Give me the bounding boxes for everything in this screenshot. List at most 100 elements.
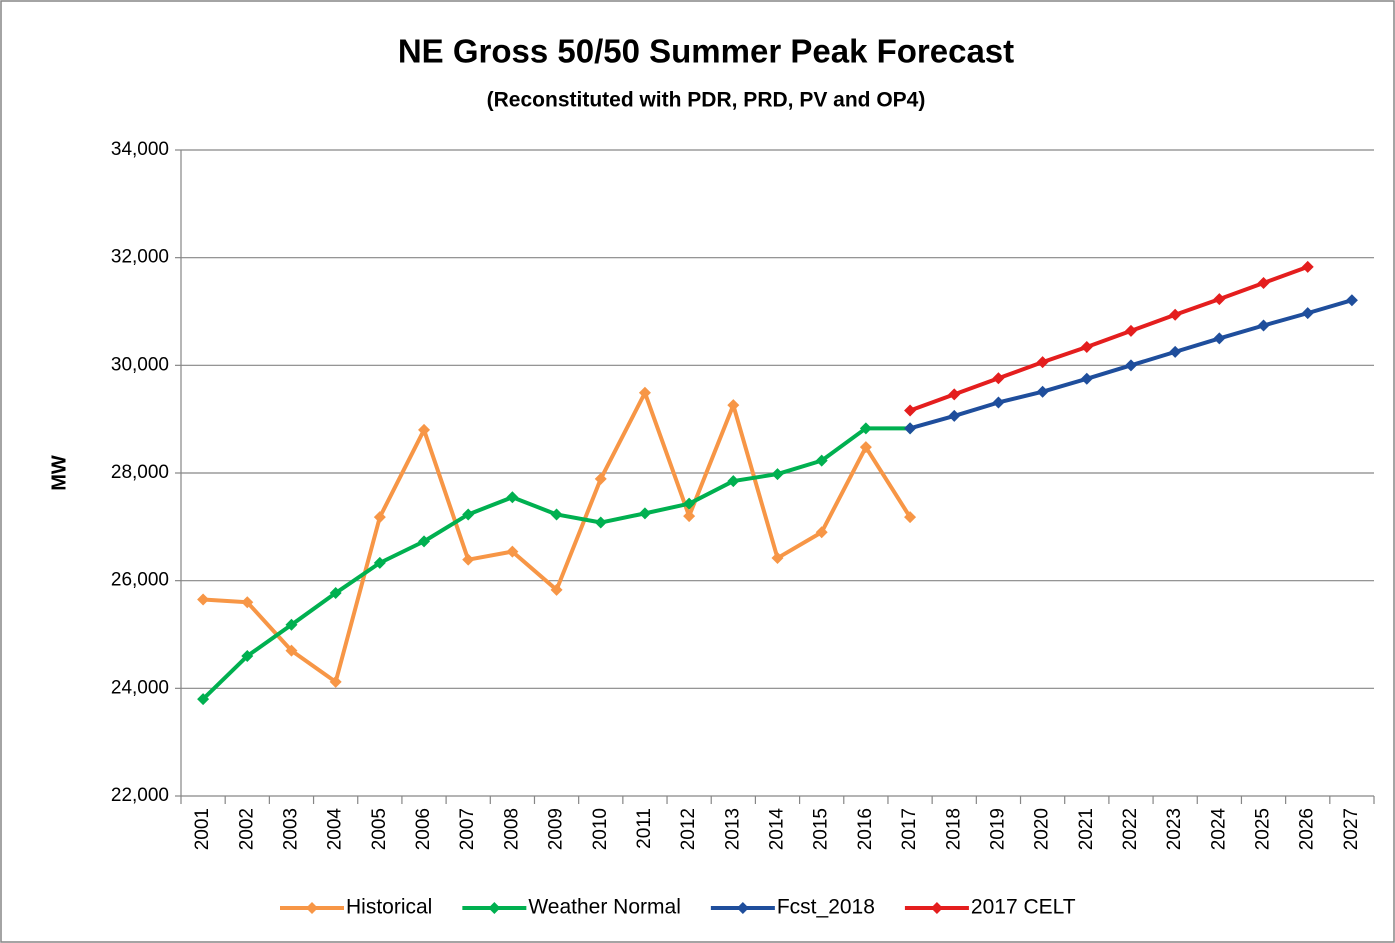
data-point [594, 472, 607, 485]
data-point [948, 409, 961, 422]
data-point [638, 386, 651, 399]
x-tick-label: 2025 [1253, 808, 1274, 850]
data-point [373, 556, 386, 569]
y-tick-label: 34,000 [111, 139, 169, 160]
legend-label: Fcst_2018 [777, 896, 875, 919]
data-point [771, 468, 784, 481]
data-point [815, 526, 828, 539]
y-tick-label: 24,000 [111, 677, 169, 698]
data-point [771, 552, 784, 565]
data-point [1080, 372, 1093, 385]
legend-marker [930, 902, 943, 914]
x-tick-label: 2027 [1341, 808, 1362, 850]
x-tick-label: 2008 [501, 808, 522, 850]
data-point [418, 535, 431, 548]
data-point [1036, 356, 1049, 369]
data-point [418, 423, 431, 436]
data-point [859, 441, 872, 454]
data-point [992, 396, 1005, 409]
x-tick-label: 2012 [678, 808, 699, 850]
x-tick-label: 2016 [855, 808, 876, 850]
data-point [241, 650, 254, 663]
x-tick-label: 2009 [546, 808, 567, 850]
x-tick-label: 2017 [899, 808, 920, 850]
data-point [241, 596, 254, 609]
y-tick-label: 22,000 [111, 785, 169, 806]
y-axis-title: MW [48, 455, 70, 491]
data-point [197, 693, 210, 706]
data-point [329, 587, 342, 600]
x-tick-label: 2013 [722, 808, 743, 850]
x-tick-label: 2020 [1032, 808, 1053, 850]
legend-marker [488, 902, 501, 914]
x-tick-label: 2023 [1164, 808, 1185, 850]
y-tick-label: 28,000 [111, 462, 169, 483]
x-tick-label: 2001 [192, 808, 213, 850]
x-tick-label: 2018 [943, 808, 964, 850]
chart-title: NE Gross 50/50 Summer Peak Forecast [398, 33, 1014, 70]
data-point [197, 593, 210, 606]
x-tick-label: 2002 [236, 808, 257, 850]
chart-subtitle: (Reconstituted with PDR, PRD, PV and OP4… [487, 89, 926, 112]
data-point [904, 422, 917, 435]
data-point [1257, 276, 1270, 289]
data-point [506, 545, 519, 558]
data-point [462, 553, 475, 566]
data-point [727, 399, 740, 412]
legend-marker [736, 902, 749, 914]
data-point [285, 644, 298, 657]
data-point [948, 388, 961, 401]
x-tick-label: 2026 [1297, 808, 1318, 850]
data-point [506, 491, 519, 504]
x-tick-label: 2015 [811, 808, 832, 850]
y-tick-label: 26,000 [111, 570, 169, 591]
x-tick-label: 2014 [767, 808, 788, 851]
y-tick-label: 30,000 [111, 354, 169, 375]
data-point [727, 475, 740, 488]
data-point [1169, 308, 1182, 321]
data-point [683, 497, 696, 510]
data-point [1036, 385, 1049, 398]
data-point [1213, 332, 1226, 345]
data-point [285, 618, 298, 631]
data-point [462, 508, 475, 521]
x-tick-label: 2010 [590, 808, 611, 850]
data-point [1213, 293, 1226, 306]
series-line [909, 264, 1309, 413]
x-tick-label: 2003 [280, 808, 301, 850]
x-tick-label: 2019 [987, 808, 1008, 850]
x-tick-label: 2021 [1076, 808, 1097, 850]
x-tick-label: 2005 [369, 808, 390, 850]
data-point [904, 404, 917, 417]
data-point [992, 372, 1005, 385]
legend-label: 2017 CELT [971, 896, 1076, 919]
data-point [815, 454, 828, 467]
y-tick-label: 32,000 [111, 247, 169, 268]
legend-label: Weather Normal [528, 896, 681, 919]
data-point [1301, 307, 1314, 320]
data-point [1169, 345, 1182, 358]
data-point [1124, 359, 1137, 372]
data-point [904, 511, 917, 524]
data-point [1345, 294, 1358, 307]
data-point [550, 508, 563, 521]
data-point [1080, 341, 1093, 354]
data-point [594, 516, 607, 529]
x-tick-label: 2006 [413, 808, 434, 850]
x-tick-label: 2007 [457, 808, 478, 850]
x-tick-label: 2022 [1120, 808, 1141, 850]
x-tick-label: 2004 [325, 808, 346, 851]
legend-label: Historical [346, 896, 432, 919]
data-point [329, 675, 342, 688]
data-point [638, 507, 651, 520]
data-point [683, 510, 696, 523]
data-point [859, 422, 872, 435]
data-point [1301, 260, 1314, 273]
x-tick-label: 2011 [634, 808, 655, 849]
x-tick-label: 2024 [1208, 808, 1229, 851]
data-point [373, 511, 386, 524]
data-point [550, 583, 563, 596]
legend-marker [306, 902, 318, 914]
